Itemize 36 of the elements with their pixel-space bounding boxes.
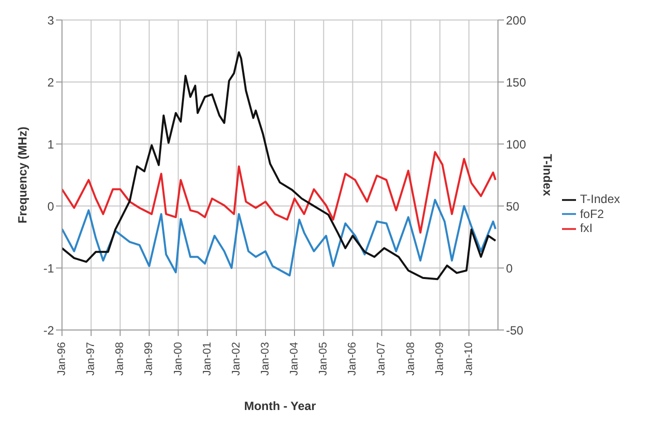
y2-tick-label: 50 xyxy=(506,199,520,214)
y-tick-label: 3 xyxy=(47,13,54,28)
x-tick-label: Jan-96 xyxy=(56,342,68,376)
x-axis-title: Month - Year xyxy=(244,399,316,413)
y2-tick-label: -50 xyxy=(506,323,524,338)
x-tick-label: Jan-05 xyxy=(318,342,330,376)
x-tick-label: Jan-07 xyxy=(376,342,388,376)
x-tick-label: Jan-99 xyxy=(143,342,156,376)
line-series xyxy=(62,51,496,280)
legend-label: T-Index xyxy=(580,192,620,206)
x-tick-label: Jan-09 xyxy=(434,342,446,376)
y2-tick-label: 200 xyxy=(506,13,526,28)
x-tick-label: Jan-01 xyxy=(201,342,214,376)
x-tick-label: Jan-08 xyxy=(404,342,417,376)
x-tick-label: Jan-03 xyxy=(259,342,272,376)
y-tick-label: -1 xyxy=(43,261,54,276)
x-tick-label: Jan-97 xyxy=(85,342,98,376)
x-tick-label: Jan-04 xyxy=(288,342,301,376)
y-tick-label: 1 xyxy=(47,137,54,152)
y2-axis-title: T-Index xyxy=(540,154,555,196)
y2-tick-label: 150 xyxy=(506,75,526,90)
y2-tick-label: 100 xyxy=(506,137,526,152)
line-series xyxy=(62,198,496,276)
y2-tick-label: 0 xyxy=(506,261,513,276)
legend-label: foF2 xyxy=(580,206,604,221)
y-tick-label: -2 xyxy=(43,323,54,338)
x-tick-label: Jan-02 xyxy=(230,342,242,376)
legend-label: fxI xyxy=(580,221,593,236)
x-tick-label: Jan-00 xyxy=(172,342,184,376)
y-tick-label: 0 xyxy=(47,199,54,214)
x-tick-label: Jan-06 xyxy=(346,342,359,376)
x-tick-label: Jan-10 xyxy=(462,342,475,376)
line-series xyxy=(62,151,496,234)
y-tick-label: 2 xyxy=(47,75,54,90)
x-tick-label: Jan-98 xyxy=(114,342,126,376)
y-axis-title: Frequency (MHz) xyxy=(15,126,30,224)
